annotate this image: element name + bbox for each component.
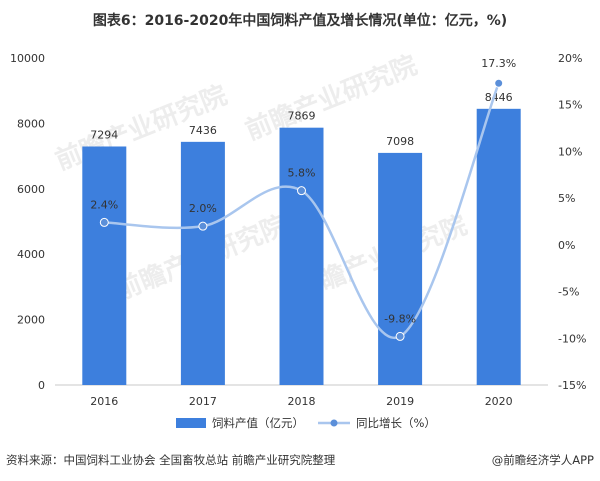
- growth-line: [104, 82, 500, 340]
- growth-point: [198, 221, 208, 231]
- legend-label-bar: 饲料产值（亿元）: [212, 416, 304, 430]
- legend: 饲料产值（亿元） 同比增长（%）: [176, 416, 436, 430]
- y-right-tick-label: 5%: [558, 192, 575, 205]
- y-right-tick-label: -5%: [558, 286, 579, 299]
- y-left-tick-label: 4000: [17, 248, 45, 261]
- right-axis: -15% -10% -5% 0% 5% 10% 15% 20%: [558, 52, 586, 392]
- bar-value-label: 8446: [485, 91, 513, 104]
- y-left-tick-label: 10000: [10, 52, 45, 65]
- chart-title: 图表6：2016-2020年中国饲料产值及增长情况(单位：亿元，%): [92, 13, 508, 29]
- y-right-tick-label: 10%: [558, 145, 582, 158]
- bar: [180, 141, 225, 385]
- x-axis: 2016 2017 2018 2019 2020: [55, 384, 548, 408]
- growth-point: [494, 78, 504, 88]
- y-right-tick-label: -15%: [558, 379, 586, 392]
- bar: [378, 152, 423, 385]
- bar-series: 7294 7436 7869 7098 8446: [82, 91, 521, 386]
- x-tick-label: 2016: [90, 395, 118, 408]
- left-axis: 0 2000 4000 6000 8000 10000: [10, 52, 45, 392]
- watermark-text: 前瞻产业研究院: [241, 50, 421, 147]
- growth-value-label: 2.0%: [189, 202, 217, 215]
- legend-label-line: 同比增长（%）: [356, 416, 436, 430]
- growth-point: [395, 331, 405, 341]
- legend-swatch-bar: [176, 418, 206, 428]
- bar-value-label: 7098: [386, 135, 414, 148]
- y-right-tick-label: 20%: [558, 52, 582, 65]
- source-note: 资料来源：中国饲料工业协会 全国畜牧总站 前瞻产业研究院整理: [6, 453, 336, 467]
- bar: [82, 146, 127, 385]
- y-right-tick-label: 15%: [558, 99, 582, 112]
- x-tick-label: 2019: [386, 395, 414, 408]
- bar-value-label: 7294: [90, 128, 118, 141]
- y-right-tick-label: 0%: [558, 239, 575, 252]
- growth-value-label: -9.8%: [384, 312, 416, 325]
- y-left-tick-label: 8000: [17, 117, 45, 130]
- x-tick-label: 2020: [485, 395, 513, 408]
- growth-value-label: 17.3%: [481, 57, 516, 70]
- y-left-tick-label: 2000: [17, 314, 45, 327]
- bar-value-label: 7436: [189, 124, 217, 137]
- y-left-tick-label: 0: [38, 379, 45, 392]
- growth-value-label: 2.4%: [90, 198, 118, 211]
- legend-marker: [330, 419, 338, 427]
- growth-point: [99, 217, 109, 227]
- growth-point: [297, 186, 306, 196]
- y-left-tick-label: 6000: [17, 183, 45, 196]
- y-right-tick-label: -10%: [558, 332, 586, 345]
- growth-value-label: 5.8%: [288, 167, 316, 180]
- x-tick-label: 2018: [288, 395, 316, 408]
- bar: [279, 127, 324, 385]
- bar: [476, 108, 521, 386]
- brand-credit: @前瞻经济学人APP: [491, 453, 594, 467]
- x-tick-label: 2017: [189, 395, 217, 408]
- line-series: 2.4% 2.0% 5.8% -9.8% 17.3%: [90, 57, 516, 341]
- bar-value-label: 7869: [288, 110, 316, 123]
